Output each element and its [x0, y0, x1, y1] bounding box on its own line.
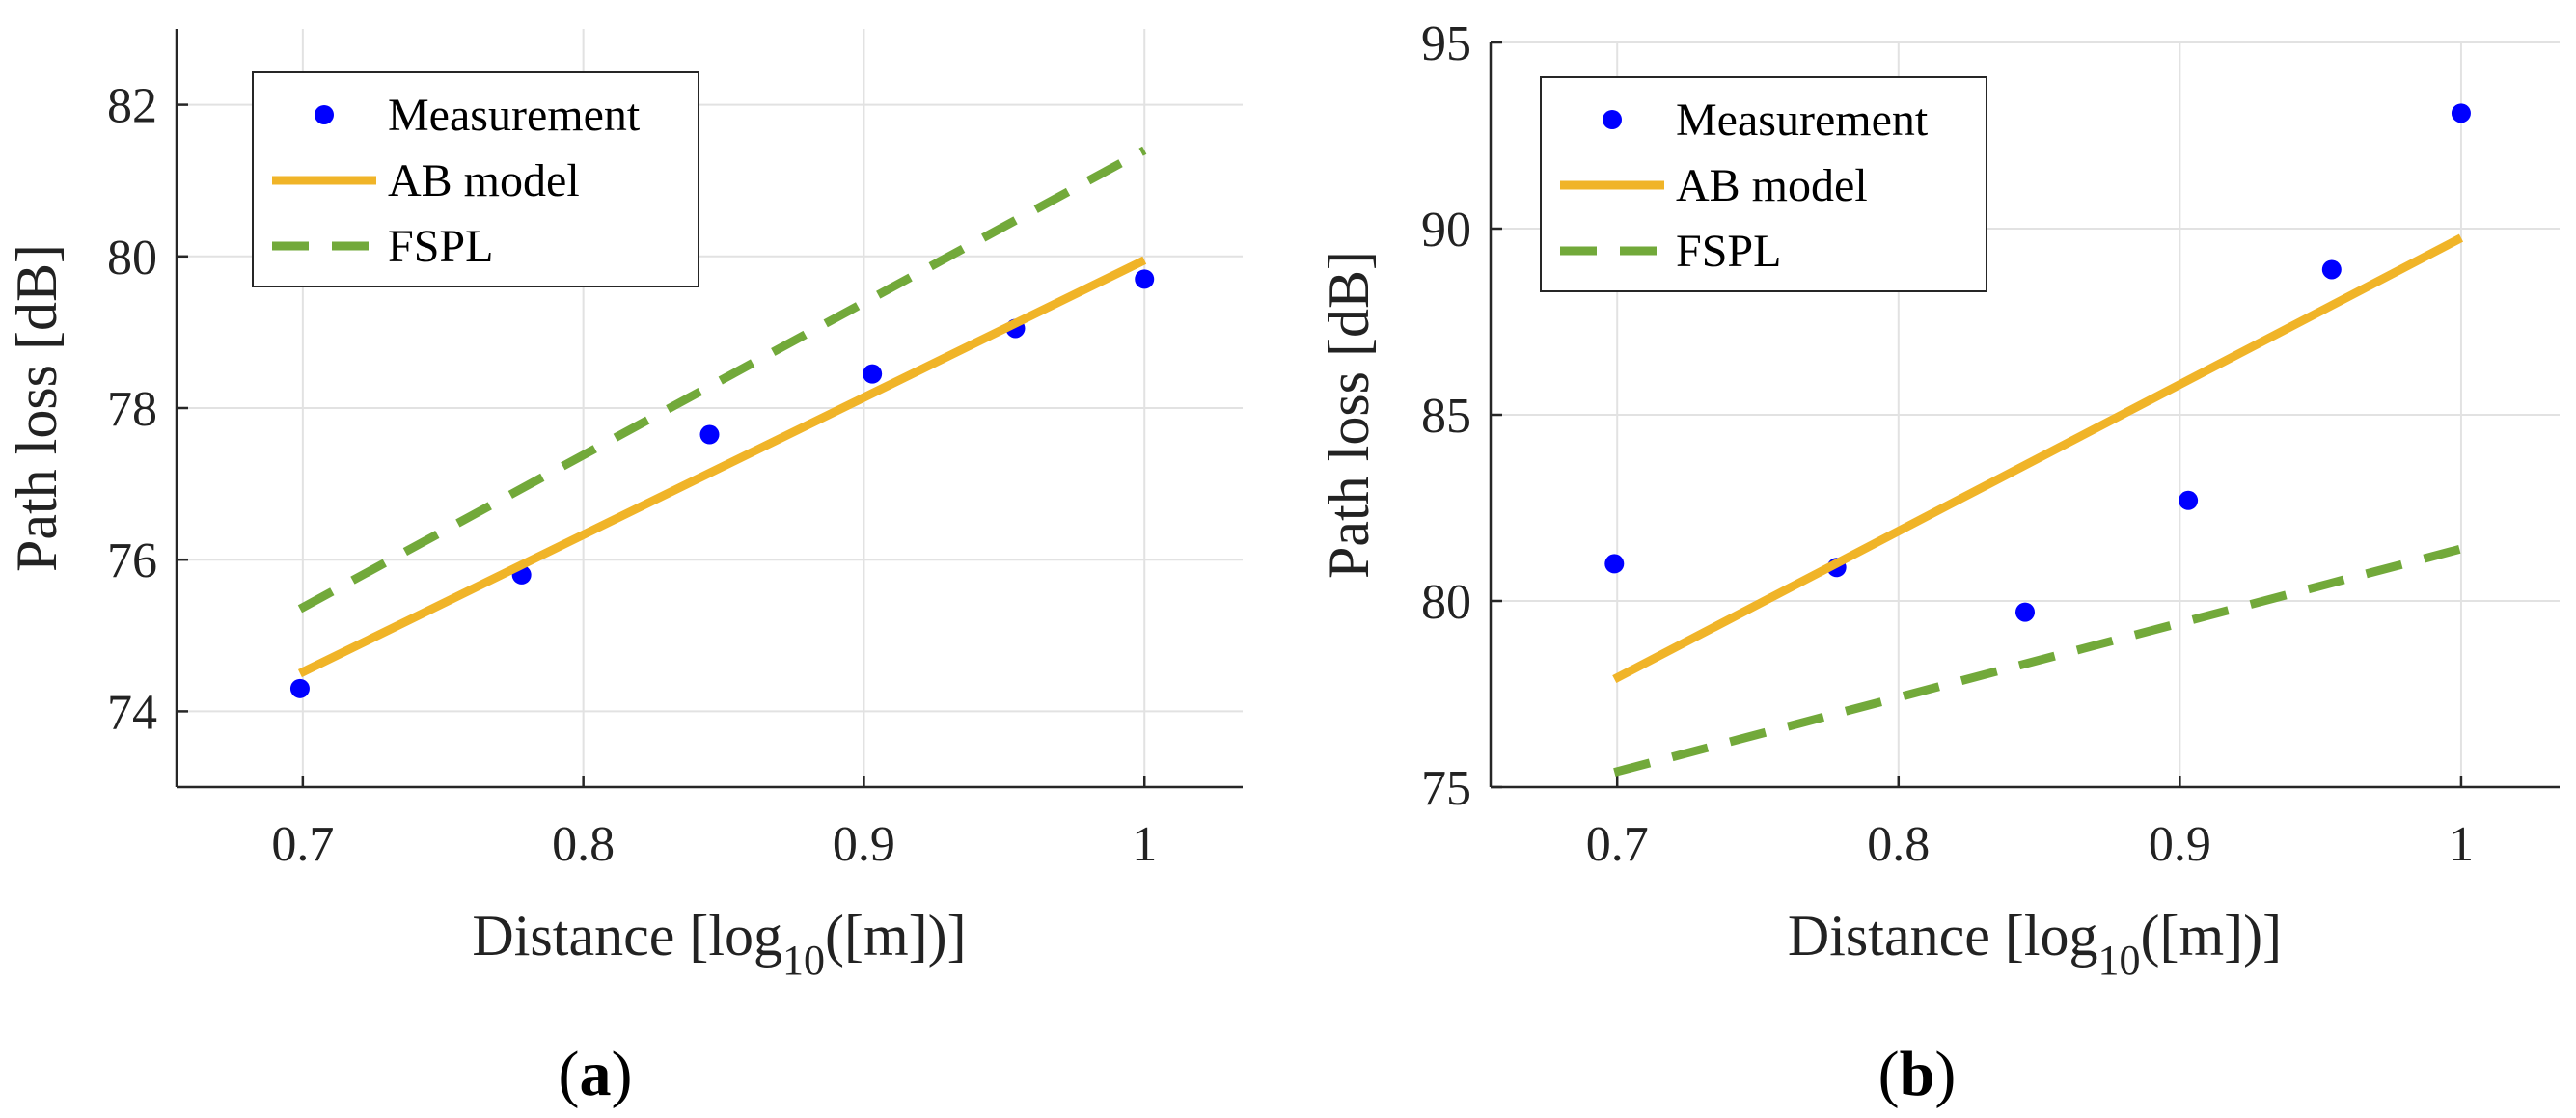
- chart-b-ab-model-line: [1612, 233, 2464, 684]
- chart-a-y-axis-label: Path loss [dB]: [5, 244, 69, 572]
- chart-a-ytick-label-1: 76: [107, 533, 157, 588]
- chart-a-legend: Measurement AB model FSPL: [252, 71, 699, 287]
- chart-a-measurement-point-3: [863, 364, 883, 384]
- chart-b-xtick-label-2: 0.9: [2149, 817, 2211, 872]
- chart-b-legend-ab-model-label: AB model: [1676, 160, 1868, 211]
- chart-b-measurement-point-3: [2179, 490, 2199, 510]
- chart-a-ytick-label-4: 82: [107, 79, 157, 134]
- chart-a-ytick-label-2: 78: [107, 382, 157, 437]
- chart-b-xtick-label-0: 0.7: [1586, 817, 1649, 872]
- chart-b-ytick-label-3: 90: [1421, 203, 1471, 258]
- chart-a-legend-ab-model-label: AB model: [388, 155, 580, 206]
- chart-a-xtick-label-2: 0.9: [833, 817, 895, 872]
- chart-a-legend-fspl-label: FSPL: [388, 221, 493, 272]
- chart-b-legend-measurement-swatch: [1603, 110, 1622, 129]
- chart-b-x-axis-label: Distance [log10([m])]: [1788, 904, 2282, 984]
- chart-b-ytick-label-4: 95: [1421, 16, 1471, 71]
- chart-a-xtick-label-0: 0.7: [271, 817, 334, 872]
- chart-b-measurement-point-4: [2321, 259, 2342, 280]
- chart-b-ytick-label-2: 85: [1421, 389, 1471, 444]
- chart-a: 0.7 0.8 0.9 1 74 76 78 80 82 Distance [log10([m])…: [5, 29, 1243, 1109]
- chart-a-ab-model-line: [297, 256, 1147, 678]
- chart-a-legend-measurement-label: Measurement: [388, 90, 641, 141]
- chart-a-x-axis-label: Distance [log10([m])]: [472, 904, 966, 984]
- chart-b-measurement-point-0: [1604, 554, 1625, 574]
- chart-a-caption: (a): [559, 1039, 633, 1109]
- chart-a-measurement-point-0: [289, 678, 310, 698]
- chart-a-ytick-label-3: 80: [107, 231, 157, 286]
- chart-b-measurement-point-2: [2015, 602, 2035, 622]
- chart-b-legend-fspl-label: FSPL: [1676, 226, 1781, 277]
- chart-a-xtick-label-3: 1: [1132, 817, 1157, 872]
- chart-b-ytick-label-1: 80: [1421, 575, 1471, 630]
- chart-a-measurement-point-5: [1135, 269, 1155, 289]
- chart-b: 0.7 0.8 0.9 1 75 80 85 90 95 Distance [log10([m])…: [1317, 16, 2560, 1109]
- chart-a-xtick-label-1: 0.8: [552, 817, 615, 872]
- chart-b-fspl-line: [1613, 544, 2463, 777]
- chart-b-legend: Measurement AB model FSPL: [1540, 76, 1987, 292]
- chart-b-caption: (b): [1878, 1039, 1957, 1109]
- chart-b-xtick-label-1: 0.8: [1867, 817, 1930, 872]
- chart-b-xtick-label-3: 1: [2449, 817, 2474, 872]
- chart-a-measurement-point-2: [699, 424, 720, 445]
- chart-b-measurement-point-5: [2451, 103, 2471, 123]
- chart-a-legend-measurement-swatch: [315, 105, 334, 124]
- chart-b-y-axis-label: Path loss [dB]: [1317, 251, 1381, 579]
- chart-a-ytick-label-0: 74: [107, 685, 157, 740]
- chart-b-ytick-label-0: 75: [1421, 761, 1471, 816]
- chart-a-fspl-line: [297, 146, 1147, 614]
- chart-b-legend-measurement-label: Measurement: [1676, 95, 1929, 146]
